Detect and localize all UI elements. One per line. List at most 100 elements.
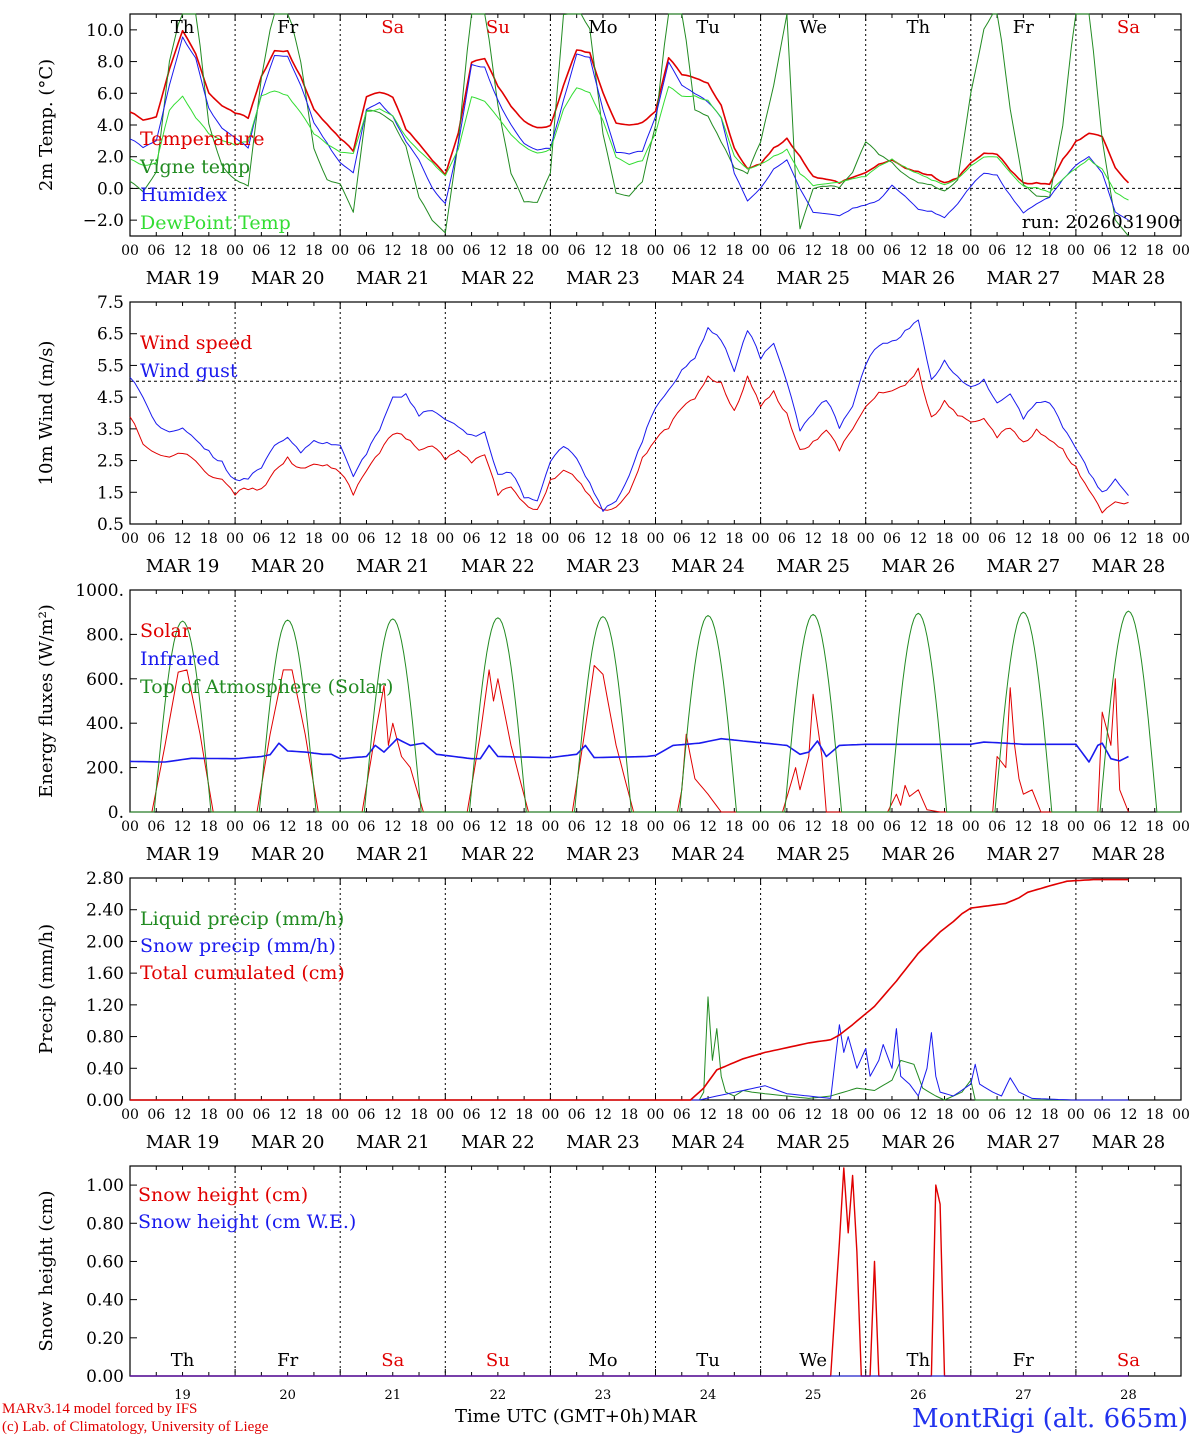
hour-tick-label: 18	[410, 243, 428, 259]
weekday-label: Mo	[588, 1350, 617, 1371]
hour-tick-label: 06	[988, 819, 1006, 835]
hour-tick-label: 00	[1067, 243, 1085, 259]
date-label: MAR 19	[146, 268, 220, 289]
hour-tick-label: 00	[1172, 531, 1190, 547]
hour-tick-label: 18	[831, 1107, 849, 1123]
hour-tick-label: 18	[936, 243, 954, 259]
weekday-label: Sa	[381, 1350, 404, 1371]
hour-tick-label: 18	[1041, 531, 1059, 547]
y-tick-label: 0.00	[86, 1091, 124, 1111]
day-number: 21	[384, 1388, 401, 1403]
x-axis-month: MAR	[651, 1406, 697, 1427]
hour-tick-label: 06	[883, 819, 901, 835]
panel-4: 0.00 0.40 0.80 1.20 1.60 2.00 2.40 2.80 Precip (…	[36, 869, 1190, 1153]
day-number: 22	[490, 1388, 507, 1403]
hour-tick-label: 12	[1120, 819, 1138, 835]
hour-tick-label: 12	[1014, 819, 1032, 835]
hour-tick-label: 00	[1067, 531, 1085, 547]
hour-tick-label: 00	[1172, 819, 1190, 835]
hour-tick-label: 12	[1014, 531, 1032, 547]
date-label: MAR 20	[251, 844, 325, 865]
y-tick-label: 400.	[86, 714, 124, 734]
hour-tick-label: 12	[1120, 1107, 1138, 1123]
date-label: MAR 25	[776, 556, 850, 577]
date-label: MAR 19	[146, 556, 220, 577]
hour-tick-label: 00	[962, 531, 980, 547]
date-label: MAR 21	[356, 556, 430, 577]
date-label: MAR 23	[566, 1132, 640, 1153]
hour-tick-label: 18	[410, 819, 428, 835]
day-number: 25	[805, 1388, 822, 1403]
hour-tick-label: 00	[436, 243, 454, 259]
hour-tick-label: 12	[384, 819, 402, 835]
hour-tick-label: 06	[778, 819, 796, 835]
weekday-label: Sa	[1117, 17, 1140, 38]
date-label: MAR 23	[566, 556, 640, 577]
hour-tick-label: 12	[594, 1107, 612, 1123]
date-label: MAR 24	[671, 844, 745, 865]
hour-tick-label: 12	[699, 1107, 717, 1123]
series-line-1	[129, 29, 1130, 186]
date-label: MAR 19	[146, 844, 220, 865]
weekday-label: Sa	[381, 17, 404, 38]
hour-tick-label: 12	[1120, 243, 1138, 259]
hour-tick-label: 18	[515, 1107, 533, 1123]
legend-entry: Snow precip (mm/h)	[140, 935, 336, 957]
hour-tick-label: 00	[436, 1107, 454, 1123]
hour-tick-label: 12	[279, 1107, 297, 1123]
hour-tick-label: 12	[174, 1107, 192, 1123]
hour-tick-label: 00	[1067, 819, 1085, 835]
hour-tick-label: 00	[226, 1107, 244, 1123]
hour-tick-label: 18	[515, 531, 533, 547]
hour-tick-label: 06	[988, 243, 1006, 259]
hour-tick-label: 18	[1146, 1107, 1164, 1123]
day-number: 28	[1120, 1388, 1137, 1403]
weekday-label: Th	[171, 17, 195, 38]
hour-tick-label: 00	[962, 819, 980, 835]
hour-tick-label: 12	[384, 531, 402, 547]
y-axis-label: Precip (mm/h)	[36, 924, 57, 1054]
hour-tick-label: 06	[358, 243, 376, 259]
hour-tick-label: 00	[857, 1107, 875, 1123]
hour-tick-label: 06	[463, 819, 481, 835]
hour-tick-label: 06	[358, 819, 376, 835]
hour-tick-label: 00	[331, 243, 349, 259]
y-tick-label: 2.80	[86, 869, 124, 889]
date-label: MAR 27	[987, 268, 1061, 289]
y-tick-label: 10.0	[86, 21, 124, 41]
hour-tick-label: 18	[1041, 1107, 1059, 1123]
hour-tick-label: 00	[752, 243, 770, 259]
x-axis-title: Time UTC (GMT+0h)	[455, 1406, 650, 1427]
hour-tick-label: 12	[489, 819, 507, 835]
hour-tick-label: 00	[226, 531, 244, 547]
hour-tick-label: 06	[568, 531, 586, 547]
series-line-2	[129, 737, 1129, 763]
hour-tick-label: 18	[620, 1107, 638, 1123]
weekday-label: Fr	[1013, 1350, 1034, 1371]
hour-tick-label: 06	[252, 819, 270, 835]
weekday-label: Tu	[696, 1350, 720, 1371]
legend-entry: Snow height (cm)	[138, 1184, 308, 1206]
y-tick-label: 5.5	[97, 356, 124, 376]
y-axis-label: 2m Temp. (°C)	[36, 59, 57, 191]
legend-entry: Top of Atmosphere (Solar)	[140, 676, 393, 698]
hour-tick-label: 00	[541, 1107, 559, 1123]
y-axis-label: 10m Wind (m/s)	[36, 341, 57, 486]
hour-tick-label: 00	[1172, 243, 1190, 259]
y-tick-label: 800.	[86, 625, 124, 645]
hour-tick-label: 12	[1014, 243, 1032, 259]
hour-tick-label: 18	[305, 1107, 323, 1123]
hour-tick-label: 18	[200, 1107, 218, 1123]
hour-tick-label: 18	[725, 243, 743, 259]
hour-tick-label: 12	[1120, 531, 1138, 547]
hour-tick-label: 00	[962, 243, 980, 259]
hour-tick-label: 06	[1093, 531, 1111, 547]
legend-entry: Temperature	[140, 128, 264, 150]
hour-tick-label: 12	[279, 531, 297, 547]
legend-entry: Total cumulated (cm)	[140, 962, 345, 984]
hour-tick-label: 18	[1146, 819, 1164, 835]
y-tick-label: 2.00	[86, 932, 124, 952]
hour-tick-label: 06	[673, 819, 691, 835]
hour-tick-label: 12	[489, 531, 507, 547]
